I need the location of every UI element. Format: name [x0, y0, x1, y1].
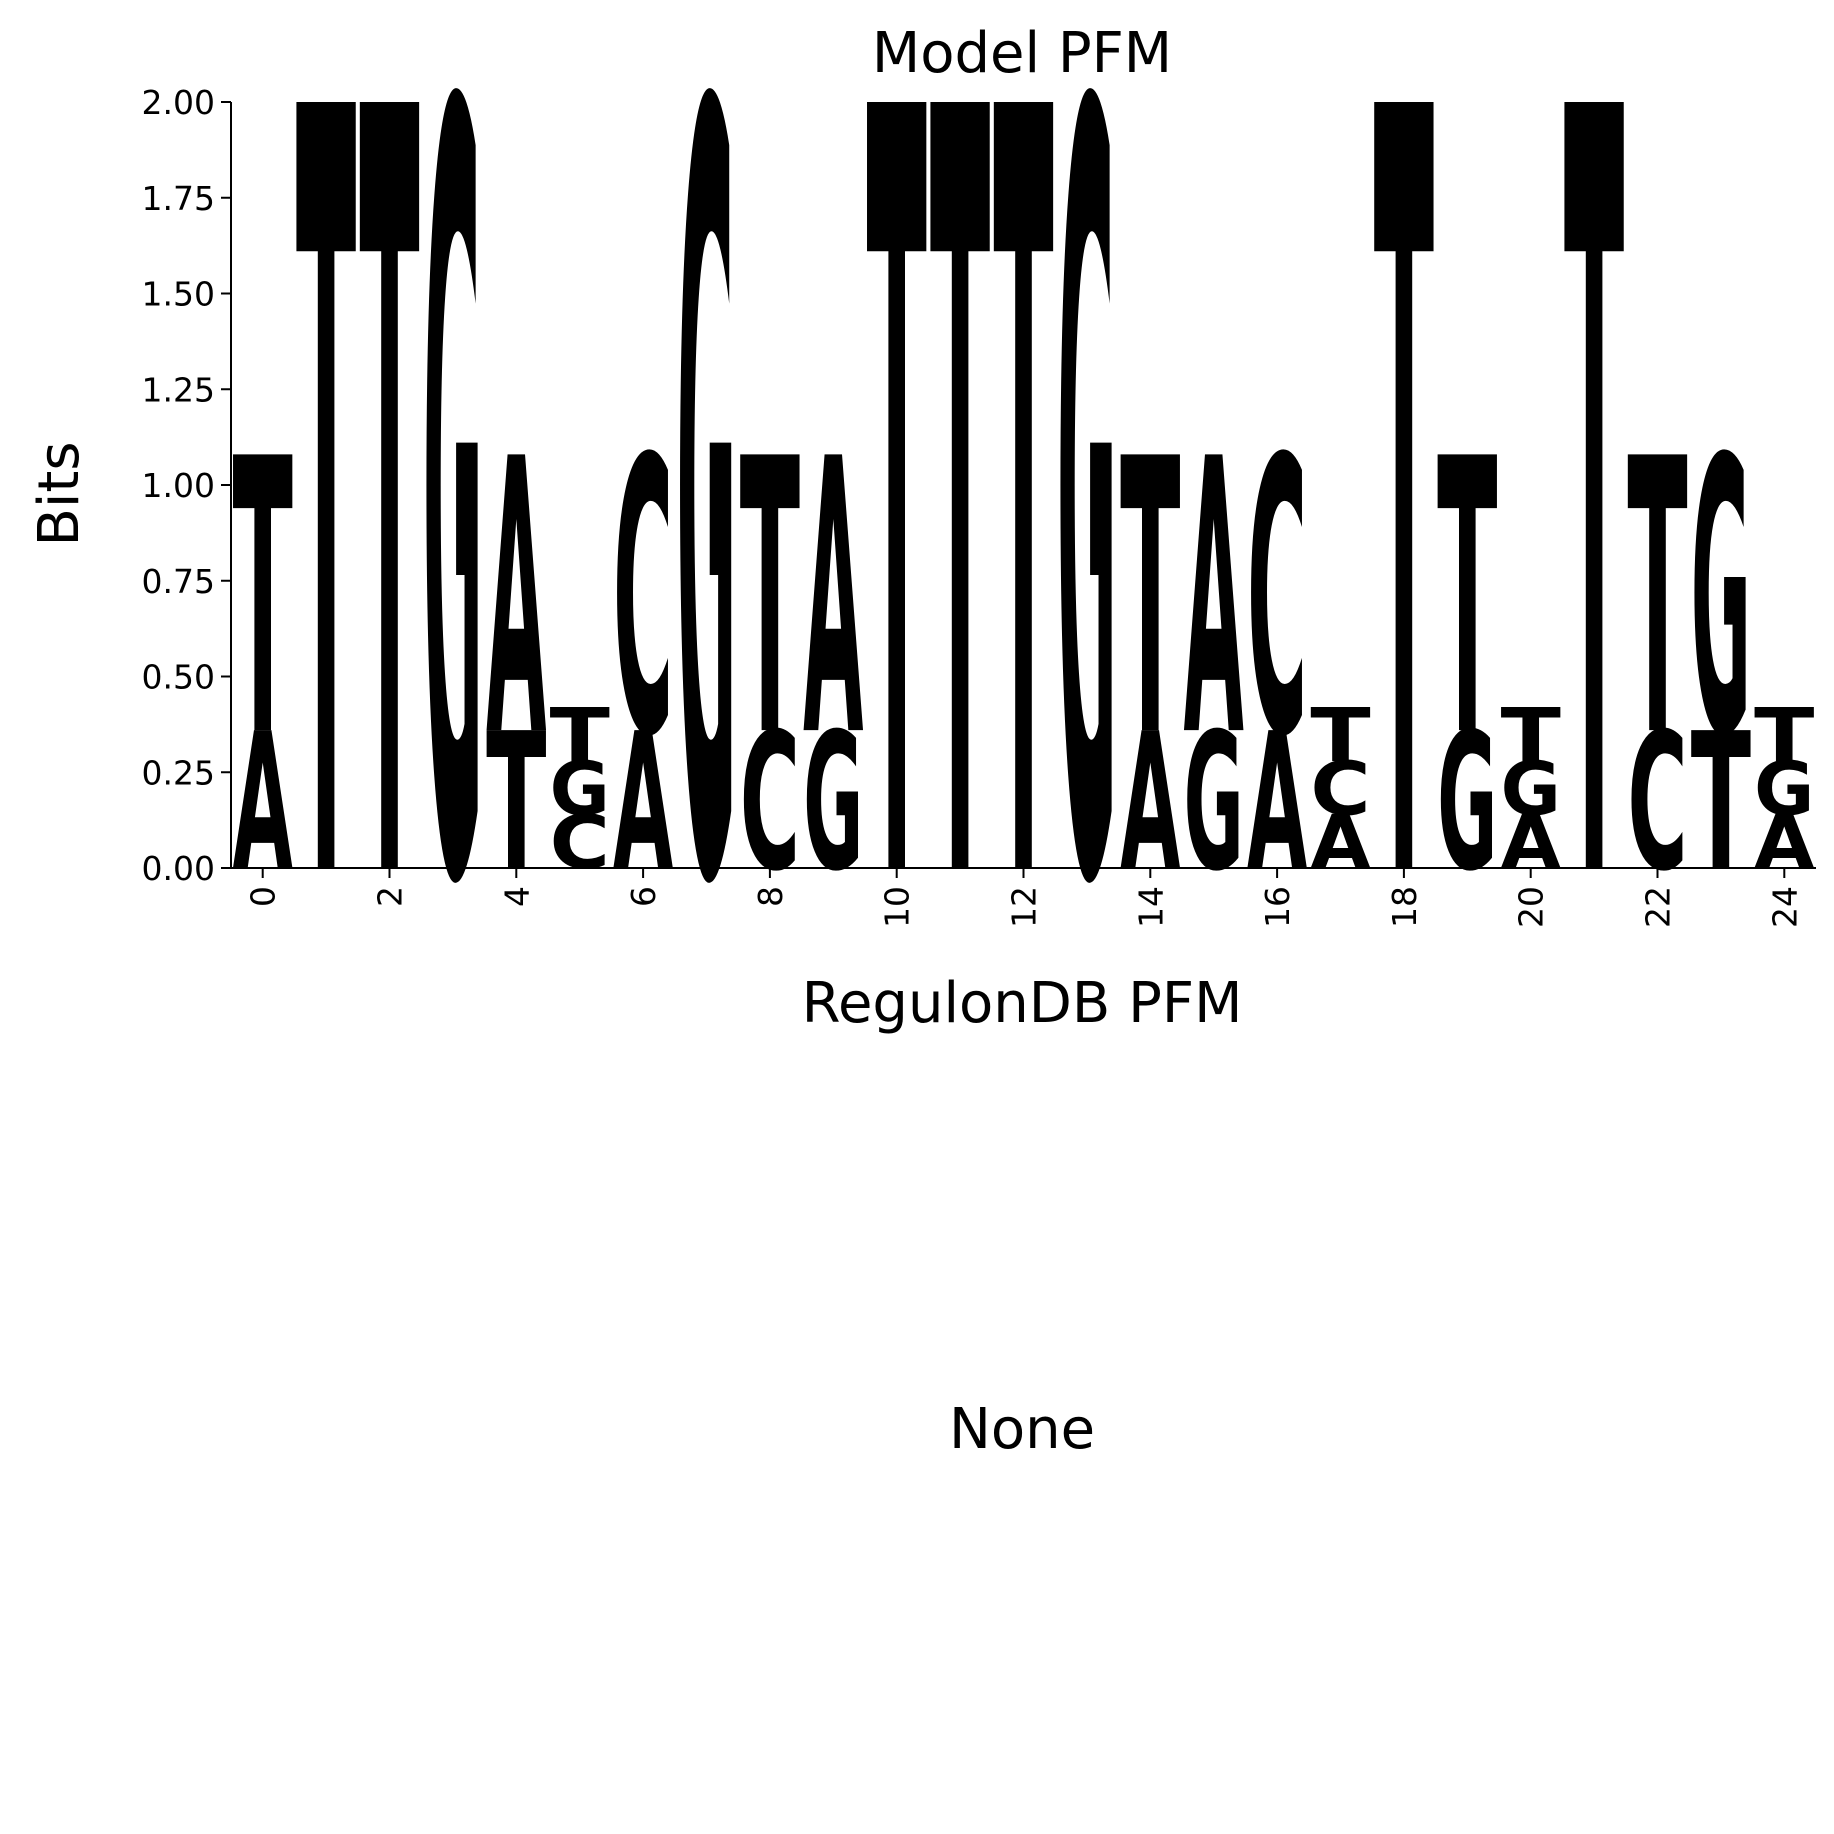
logo-letter: A — [1310, 800, 1370, 885]
logo-letter: T — [1691, 693, 1751, 913]
y-tick-label: 1.50 — [142, 275, 215, 314]
logo-letter: A — [486, 380, 547, 820]
logo-letter: G — [676, 0, 736, 1117]
logo-letter: A — [233, 693, 293, 913]
logo-letter: T — [930, 0, 991, 1117]
x-tick-label: 4 — [497, 886, 536, 907]
x-tick-label: 14 — [1131, 886, 1170, 928]
logo-letter: A — [1184, 380, 1245, 820]
logo-letter: T — [1374, 0, 1435, 1117]
x-tick-label: 0 — [244, 886, 283, 907]
logo-letter: T — [1437, 380, 1498, 820]
logo-letter: G — [1501, 747, 1561, 832]
chart-title: Model PFM — [872, 21, 1172, 86]
x-tick-label: 10 — [878, 886, 917, 928]
y-tick-label: 0.75 — [142, 562, 215, 601]
logo-letter: C — [740, 693, 800, 913]
logo-letter: A — [1120, 693, 1180, 913]
logo-letter: G — [1184, 693, 1244, 913]
logo-letter: T — [550, 693, 610, 778]
x-tick-label: 8 — [751, 886, 790, 907]
x-tick-label: 6 — [624, 886, 663, 907]
logo-letter: T — [867, 0, 928, 1117]
logo-letter: T — [1501, 693, 1561, 778]
y-tick-label: 2.00 — [142, 83, 215, 122]
logo-letter: G — [803, 693, 863, 913]
logo-letter: A — [613, 693, 673, 913]
logo-letter: A — [1754, 800, 1814, 885]
logo-letter: C — [1247, 380, 1307, 820]
logo-letter: G — [550, 747, 610, 832]
logo-letter: A — [1247, 693, 1307, 913]
logo-letter: C — [1627, 693, 1687, 913]
logo-letter: T — [1627, 380, 1688, 820]
y-tick-label: 1.75 — [142, 179, 215, 218]
logo-letter: A — [1501, 800, 1561, 885]
logo-letter: G — [1691, 380, 1751, 820]
logo-letter: T — [296, 0, 357, 1117]
logo-letter: C — [613, 380, 673, 820]
logo-letter: T — [1310, 693, 1370, 778]
logo-letter: T — [359, 0, 420, 1117]
y-tick-label: 0.50 — [142, 658, 215, 697]
y-tick-label: 1.00 — [142, 466, 215, 505]
x-tick-label: 24 — [1765, 886, 1804, 928]
logo-letter: C — [550, 800, 610, 885]
logo-letter: T — [740, 380, 801, 820]
logo-letter: T — [486, 693, 546, 913]
y-tick-label: 0.25 — [142, 753, 215, 792]
y-tick-label: 0.00 — [142, 849, 215, 888]
logo-letter: T — [1120, 380, 1181, 820]
logo-letter: T — [233, 380, 294, 820]
x-tick-label: 22 — [1639, 886, 1678, 928]
x-tick-label: 18 — [1385, 886, 1424, 928]
logo-letter: G — [1057, 0, 1117, 1117]
y-axis-label: Bits — [27, 441, 92, 546]
logo-letter: A — [803, 380, 864, 820]
x-tick-label: 16 — [1258, 886, 1297, 928]
logo-letter: T — [1564, 0, 1625, 1117]
logo-letter: T — [1754, 693, 1814, 778]
y-tick-label: 1.25 — [142, 370, 215, 409]
x-tick-label: 20 — [1512, 886, 1551, 928]
logo-letter: G — [1437, 693, 1497, 913]
x-tick-label: 12 — [1005, 886, 1044, 928]
logo-letter: T — [993, 0, 1054, 1117]
x-axis-label: RegulonDB PFM — [802, 971, 1243, 1036]
logo-letter: C — [1310, 747, 1370, 832]
panel-title: None — [949, 1397, 1095, 1462]
logo-letter: G — [423, 0, 483, 1117]
x-tick-label: 2 — [371, 886, 410, 907]
logo-letter: G — [1754, 747, 1814, 832]
